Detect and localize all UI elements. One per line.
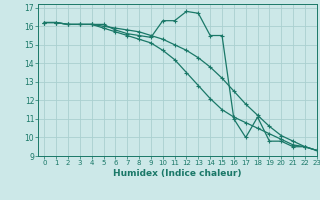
X-axis label: Humidex (Indice chaleur): Humidex (Indice chaleur) — [113, 169, 242, 178]
